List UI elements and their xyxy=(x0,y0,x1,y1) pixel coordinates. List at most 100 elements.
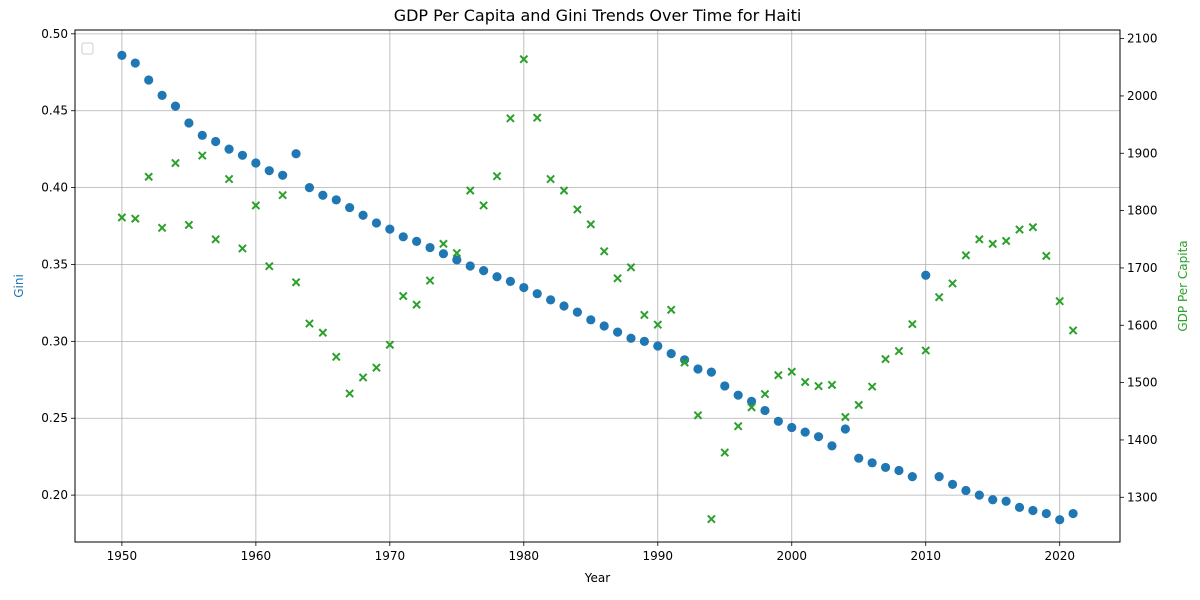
gini-point xyxy=(264,166,274,176)
gdp-point xyxy=(465,186,475,195)
gdp-point xyxy=(653,320,663,330)
gdp-point xyxy=(841,412,850,422)
gini-point xyxy=(1028,505,1038,516)
gini-point xyxy=(894,465,904,476)
gini-point xyxy=(1014,502,1025,513)
gini-point xyxy=(599,321,609,331)
gini-point xyxy=(224,144,234,154)
gdp-point xyxy=(439,239,448,249)
gdp-point xyxy=(412,300,421,309)
gini-point xyxy=(800,427,810,437)
gdp-point xyxy=(707,514,716,524)
left-y-tick-label: 0.35 xyxy=(41,257,68,271)
gdp-point xyxy=(238,244,247,253)
gini-point xyxy=(572,307,583,317)
gini-point xyxy=(907,472,917,482)
gdp-point xyxy=(867,382,877,391)
gdp-point xyxy=(251,201,261,210)
gini-point xyxy=(398,232,408,242)
gdp-point xyxy=(184,220,194,230)
gini-point xyxy=(546,295,556,305)
gini-point xyxy=(358,210,368,220)
gini-point xyxy=(291,149,301,159)
gdp-point xyxy=(774,370,783,380)
gdp-point xyxy=(398,291,408,301)
gdp-point xyxy=(988,239,998,249)
gdp-point xyxy=(975,234,984,244)
gdp-point xyxy=(666,305,676,315)
gdp-point xyxy=(519,54,529,64)
left-y-tick-label: 0.30 xyxy=(41,334,68,348)
gini-point xyxy=(492,272,502,282)
gdp-point xyxy=(934,292,944,302)
x-tick-label: 2000 xyxy=(776,549,807,563)
right-y-tick-label: 2100 xyxy=(1127,32,1158,46)
gini-point xyxy=(1041,508,1051,519)
gini-point xyxy=(1001,496,1011,506)
gdp-point xyxy=(814,381,823,391)
left-y-axis-title: Gini xyxy=(12,274,26,298)
gdp-point xyxy=(345,389,354,398)
gini-point xyxy=(505,276,516,286)
gini-point xyxy=(331,195,341,205)
gini-point xyxy=(385,224,395,234)
gini-series xyxy=(117,50,1078,525)
gini-point xyxy=(144,75,154,85)
gini-point xyxy=(1055,515,1065,525)
gdp-point xyxy=(117,213,127,222)
gdp-point xyxy=(130,214,140,223)
gini-point xyxy=(934,472,944,482)
left-y-tick-label: 0.45 xyxy=(41,104,68,118)
gdp-point xyxy=(747,402,756,412)
x-tick-label: 1970 xyxy=(375,549,406,563)
gini-point xyxy=(130,58,140,68)
gini-point xyxy=(720,381,730,391)
gini-point xyxy=(612,327,623,337)
gini-point xyxy=(733,390,743,400)
gdp-point xyxy=(800,377,810,387)
gini-point xyxy=(425,242,435,253)
gdp-point xyxy=(479,201,488,210)
gini-point xyxy=(813,432,824,442)
gini-point xyxy=(974,490,984,500)
grid-lines xyxy=(75,30,1120,542)
gini-point xyxy=(438,249,449,259)
gdp-point xyxy=(640,310,649,320)
gdp-point xyxy=(492,171,502,181)
gdp-point xyxy=(546,174,555,184)
left-y-tick-label: 0.20 xyxy=(41,488,68,502)
right-y-axis-ticks: 1300 1400 1500 1600 1700 1800 1900 2000 2100 xyxy=(1120,32,1158,504)
x-tick-label: 1950 xyxy=(107,549,138,563)
gdp-point xyxy=(760,389,770,399)
gdp-point xyxy=(211,234,220,244)
gini-point xyxy=(787,422,797,433)
gdp-point xyxy=(1055,296,1065,306)
gini-point xyxy=(773,416,783,426)
gini-point xyxy=(452,255,462,265)
right-y-tick-label: 1800 xyxy=(1127,204,1158,218)
x-tick-label: 1960 xyxy=(241,549,272,563)
legend-box xyxy=(81,42,94,55)
gdp-point xyxy=(787,367,797,377)
right-y-tick-label: 2000 xyxy=(1127,89,1158,103)
gini-point xyxy=(197,130,207,140)
gini-point xyxy=(921,270,931,280)
gdp-point xyxy=(854,400,864,410)
gdp-point xyxy=(881,354,890,364)
gini-point xyxy=(117,50,127,60)
gdp-point xyxy=(372,363,381,373)
chart-title: GDP Per Capita and Gini Trends Over Time… xyxy=(394,6,802,25)
x-tick-label: 2020 xyxy=(1044,549,1075,563)
gdp-point xyxy=(908,319,917,329)
gini-point xyxy=(519,282,529,293)
gdp-point xyxy=(305,319,314,328)
x-tick-label: 2010 xyxy=(910,549,941,563)
gdp-point xyxy=(586,220,596,229)
gdp-point xyxy=(425,276,435,285)
gini-point xyxy=(1068,508,1078,519)
gini-point xyxy=(693,364,703,374)
gdp-point xyxy=(452,248,462,258)
gini-point xyxy=(653,341,663,351)
gdp-point xyxy=(506,113,515,123)
gini-point xyxy=(961,485,971,496)
